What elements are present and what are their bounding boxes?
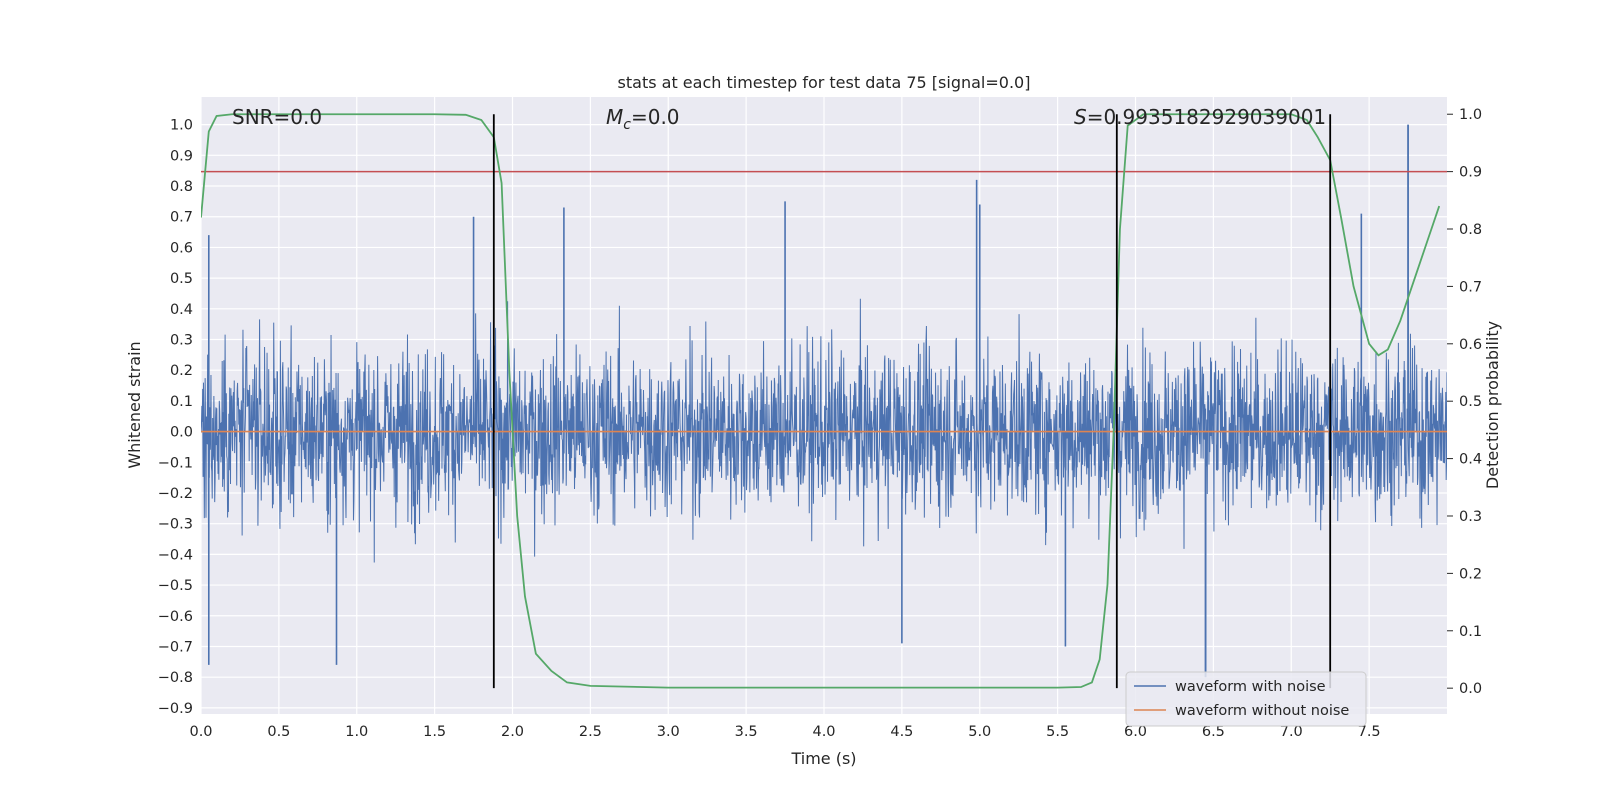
x-tick-label: 6.5	[1202, 724, 1225, 740]
legend-label-clean: waveform without noise	[1175, 703, 1349, 719]
y-tick-label: −0.9	[158, 701, 193, 717]
y2-tick-label: 0.8	[1459, 222, 1482, 238]
x-tick-label: 4.5	[890, 724, 913, 740]
x-axis-label: Time (s)	[790, 749, 856, 768]
y2-tick-label: 0.7	[1459, 279, 1482, 295]
legend-box	[1125, 671, 1367, 727]
y-tick-label: −0.8	[158, 670, 193, 686]
x-tick-label: 3.5	[735, 724, 758, 740]
y-tick-label: 0.5	[170, 271, 193, 287]
score-value: =0.9935182929039001	[1087, 105, 1326, 129]
x-tick-label: 2.0	[501, 724, 524, 740]
y-tick-label: −0.1	[158, 455, 193, 471]
left-ticks: 1.0 0.9 0.8 0.7 0.6 0.5 0.4 0.3 0.2 0.1 0.0 −0.1 −0.…	[158, 118, 193, 717]
y-tick-label: 0.2	[170, 363, 193, 379]
score-annotation: S=0.9935182929039001	[1074, 105, 1326, 129]
legend-label-noise: waveform with noise	[1175, 679, 1326, 695]
x-tick-label: 1.0	[345, 724, 368, 740]
y2-tick-label: 0.4	[1459, 452, 1482, 468]
chirp-mass-annotation: Mc=0.0	[606, 105, 680, 133]
y-tick-label: 0.4	[170, 302, 193, 318]
score-symbol: S	[1074, 105, 1087, 129]
snr-annotation: SNR=0.0	[232, 105, 322, 129]
x-tick-label: 7.5	[1358, 724, 1381, 740]
y-tick-label: −0.4	[158, 547, 193, 563]
strain-series	[201, 124, 1447, 678]
y2-tick-label: 0.6	[1459, 337, 1482, 353]
chirp-mass-value: =0.0	[631, 105, 680, 129]
x-tick-label: 5.5	[1046, 724, 1069, 740]
y-tick-label: 0.9	[170, 148, 193, 164]
y2-tick-label: 0.3	[1459, 509, 1482, 525]
y-tick-label: 0.7	[170, 210, 193, 226]
y-tick-label: −0.2	[158, 486, 193, 502]
noise-waveform	[201, 298, 1447, 563]
x-tick-label: 0.0	[189, 724, 212, 740]
x-tick-label: 5.0	[968, 724, 991, 740]
x-tick-label: 6.0	[1124, 724, 1147, 740]
y-tick-label: 0.1	[170, 394, 193, 410]
y-tick-label: −0.7	[158, 639, 193, 655]
x-tick-label: 0.5	[267, 724, 290, 740]
y2-tick-label: 0.2	[1459, 566, 1482, 582]
y2-tick-label: 1.0	[1459, 107, 1482, 123]
overlay-lines	[201, 113, 1447, 689]
chart-title: stats at each timestep for test data 75 …	[618, 73, 1031, 92]
y2-tick-label: 0.1	[1459, 624, 1482, 640]
y-tick-label: −0.6	[158, 609, 193, 625]
chirp-mass-symbol: M	[606, 105, 623, 129]
y-tick-label: 1.0	[170, 118, 193, 134]
y-tick-label: −0.5	[158, 578, 193, 594]
detection-probability-line	[201, 113, 1441, 689]
x-tick-label: 4.0	[812, 724, 835, 740]
right-ticks: 1.0 0.9 0.8 0.7 0.6 0.5 0.4 0.3 0.2 0.1 0.0	[1447, 107, 1482, 697]
chirp-mass-subscript: c	[623, 117, 631, 133]
x-ticks: 0.0 0.5 1.0 1.5 2.0 2.5 3.0 3.5 4.0 4.5 5.0 5.5 6.0 6…	[189, 724, 1380, 740]
y-tick-label: 0.3	[170, 333, 193, 349]
y-tick-label: 0.0	[170, 425, 193, 441]
x-tick-label: 7.0	[1280, 724, 1303, 740]
y-tick-label: 0.6	[170, 240, 193, 256]
x-tick-label: 3.0	[657, 724, 680, 740]
y-tick-label: −0.3	[158, 517, 193, 533]
y2-tick-label: 0.0	[1459, 681, 1482, 697]
x-tick-label: 2.5	[579, 724, 602, 740]
x-tick-label: 1.5	[423, 724, 446, 740]
y-axis-label: Whitened strain	[125, 341, 144, 468]
y2-tick-label: 0.5	[1459, 394, 1482, 410]
y2-tick-label: 0.9	[1459, 165, 1482, 181]
legend: waveform with noise waveform without noi…	[1125, 671, 1367, 727]
y2-axis-label: Detection probability	[1483, 321, 1502, 489]
y-tick-label: 0.8	[170, 179, 193, 195]
